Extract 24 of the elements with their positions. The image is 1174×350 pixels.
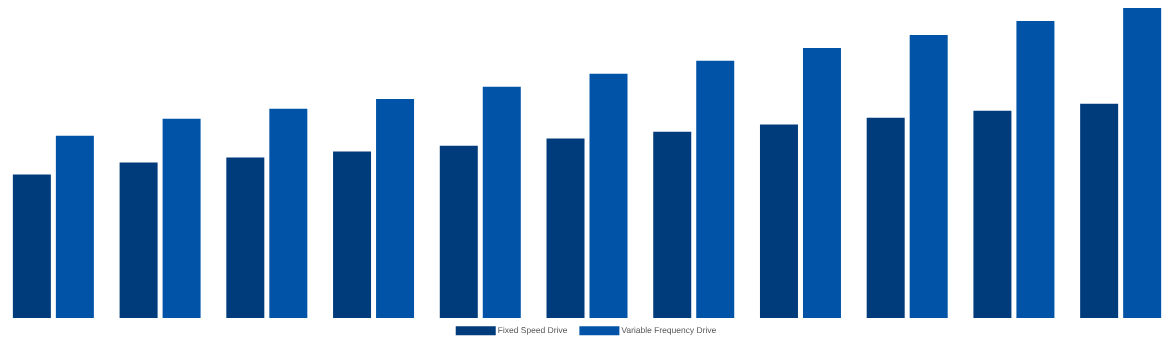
bar [759,124,798,318]
bar [653,131,692,318]
bar [439,145,478,318]
bar [866,117,905,318]
bar [1123,8,1162,318]
bar [55,135,94,318]
legend-label: Variable Frequency Drive [621,326,716,335]
bar [226,157,265,318]
bar [482,86,521,318]
bar [119,162,158,318]
legend-label: Fixed Speed Drive [498,326,567,335]
bar [546,138,585,318]
bar [333,151,372,318]
bar [589,73,628,318]
bar [1016,21,1055,318]
bar [269,108,308,318]
bar [12,174,51,318]
bar [162,118,201,318]
bar [802,48,841,318]
bar [973,110,1012,318]
bar [1080,103,1119,318]
bar [909,35,948,318]
bar [696,60,735,318]
bar [376,98,415,318]
